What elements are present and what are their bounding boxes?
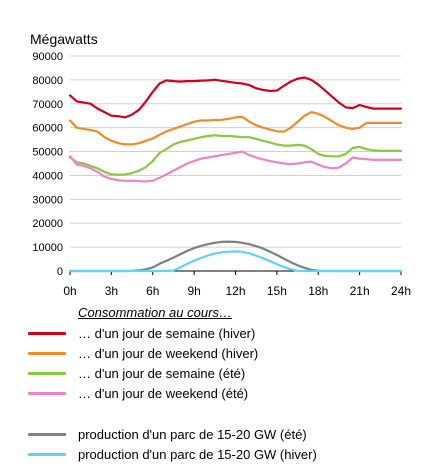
x-tick-label: 15h — [267, 284, 287, 298]
x-tick-label: 12h — [225, 284, 245, 298]
line-solar-summer — [68, 240, 403, 273]
y-axis-label: Mégawatts — [30, 31, 98, 47]
y-tick-label: 40000 — [32, 170, 63, 182]
line-weekend-winter — [68, 110, 403, 146]
x-tick-label: 24h — [391, 284, 411, 298]
line-weekday-summer — [68, 134, 403, 176]
y-tick-label: 80000 — [32, 75, 63, 87]
y-tick-label: 10000 — [32, 242, 63, 254]
tick-labels: 0 10000 20000 30000 40000 50000 60000 70000 8000… — [32, 51, 411, 298]
y-tick-label: 90000 — [32, 51, 63, 63]
x-tick-label: 3h — [105, 284, 118, 298]
y-tick-label: 70000 — [32, 99, 63, 111]
x-tick-label: 21h — [350, 284, 370, 298]
series-lines — [68, 76, 403, 273]
x-tick-label: 0h — [63, 284, 76, 298]
gridlines — [70, 55, 401, 248]
y-tick-label: 30000 — [32, 194, 63, 206]
y-tick-label: 20000 — [32, 218, 63, 230]
y-tick-label: 0 — [57, 266, 63, 278]
line-weekday-winter — [68, 76, 403, 119]
line-weekend-summer — [68, 150, 403, 183]
x-tick-label: 9h — [187, 284, 200, 298]
y-tick-label: 60000 — [32, 123, 63, 135]
x-tick-label: 6h — [146, 284, 159, 298]
line-solar-winter — [68, 250, 403, 273]
x-tick-label: 18h — [308, 284, 328, 298]
y-tick-label: 50000 — [32, 147, 63, 159]
